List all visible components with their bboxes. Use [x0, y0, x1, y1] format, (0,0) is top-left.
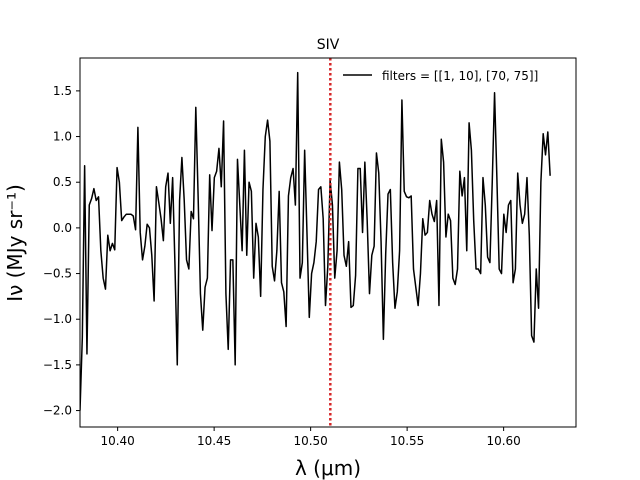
legend: filters = [[1, 10], [70, 75]]	[343, 69, 538, 83]
y-tick-label: −2.0	[43, 404, 72, 418]
y-tick-label: −0.5	[43, 267, 72, 281]
y-axis-label: Iν (MJy sr⁻¹)	[3, 184, 27, 302]
y-tick-label: −1.0	[43, 312, 72, 326]
x-tick-label: 10.45	[197, 434, 231, 448]
x-tick-label: 10.55	[390, 434, 424, 448]
x-tick-label: 10.50	[293, 434, 327, 448]
y-axis: −2.0 −1.5 −1.0 −0.5 0.0 0.5 1.0 1.5	[43, 84, 80, 418]
chart-title: SIV	[317, 37, 340, 53]
x-tick-label: 10.40	[100, 434, 134, 448]
plot-frame	[79, 57, 577, 428]
y-tick-label: −1.5	[43, 358, 72, 372]
x-axis-label: λ (μm)	[295, 456, 361, 480]
y-tick-label: 1.0	[53, 130, 72, 144]
series-line-0	[80, 71, 551, 411]
y-tick-label: 0.5	[53, 175, 72, 189]
y-tick-label: 0.0	[53, 221, 72, 235]
series-layer	[80, 71, 551, 411]
x-axis: 10.40 10.45 10.50 10.55 10.60	[100, 427, 521, 448]
x-tick-label: 10.60	[486, 434, 520, 448]
y-tick-label: 1.5	[53, 84, 72, 98]
legend-label: filters = [[1, 10], [70, 75]]	[382, 69, 538, 83]
